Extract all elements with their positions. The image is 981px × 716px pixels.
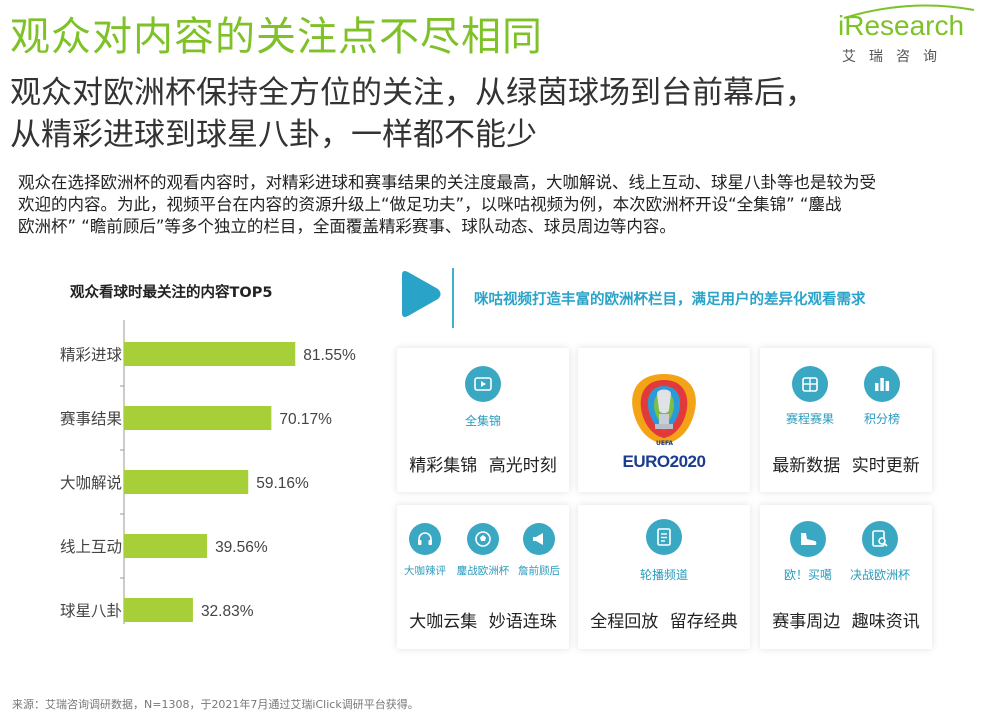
icon-label: 詹前顾后 (518, 565, 560, 577)
euro-trophy-icon (632, 374, 696, 444)
card-euro-logo: UEFA EURO2020 (578, 348, 750, 492)
play-icon (402, 271, 441, 317)
euro2020-wordmark: EURO2020 (622, 452, 706, 471)
icon-label: 鏖战欧洲杯 (456, 565, 510, 577)
schedule-icon (792, 366, 828, 402)
document-icon (646, 519, 682, 555)
card-replay: 轮播频道 全程回放 留存经典 (578, 505, 750, 649)
icon-label: 轮播频道 (639, 568, 689, 582)
bar (124, 598, 193, 622)
uefa-label: UEFA (656, 440, 674, 447)
value-label: 39.56% (215, 539, 268, 556)
category-label: 大咖解说 (60, 474, 122, 492)
value-label: 59.16% (256, 475, 309, 492)
description-line: 欢迎的内容。为此，视频平台在内容的资源升级上“做足功夫”，以咪咕视频为例，本次欧… (18, 195, 842, 214)
bar (124, 406, 272, 430)
category-label: 精彩进球 (60, 346, 123, 364)
subtitle: 观众对欧洲杯保持全方位的关注，从绿茵球场到台前幕后， 从精彩进球到球星八卦，一样… (10, 72, 816, 156)
icon-label: 欧！买噶 (783, 568, 833, 582)
icon-label: 全集锦 (464, 414, 502, 428)
bar (124, 342, 296, 366)
leaderboard-icon (864, 366, 900, 402)
search-document-icon (862, 521, 898, 557)
icon-label: 赛程赛果 (785, 412, 835, 426)
card-caption: 赛事周边 趣味资讯 (772, 612, 920, 632)
subtitle-line: 从精彩进球到球星八卦，一样都不能少 (10, 117, 537, 153)
megaphone-icon (523, 523, 555, 555)
card-highlights: 全集锦 精彩集锦 高光时刻 (397, 348, 569, 492)
description: 观众在选择欧洲杯的观看内容时，对精彩进球和赛事结果的关注度最高，大咖解说、线上互… (18, 172, 968, 238)
value-label: 32.83% (201, 603, 254, 620)
value-label: 81.55% (303, 347, 356, 364)
card-caption: 精彩集锦 高光时刻 (409, 456, 557, 476)
iresearch-logo: iResearch 艾瑞咨询 (838, 4, 978, 66)
card-data: 赛程赛果 积分榜 最新数据 实时更新 (760, 348, 932, 492)
bar-chart: 精彩进球 81.55% 赛事结果 70.17% 大咖解说 59.16% 线上互动 39.56%… (60, 320, 356, 624)
description-line: 欧洲杯” “瞻前顾后”等多个独立的栏目，全面覆盖精彩赛事、球队动态、球员周边等内… (18, 217, 676, 236)
value-label: 70.17% (279, 411, 332, 428)
icon-label: 积分榜 (863, 412, 901, 426)
description-line: 观众在选择欧洲杯的观看内容时，对精彩进球和赛事结果的关注度最高，大咖解说、线上互… (18, 173, 876, 192)
soccer-ball-icon (467, 523, 499, 555)
promo-divider (452, 268, 454, 328)
page-title: 观众对内容的关注点不尽相同 (10, 14, 543, 60)
card-periphery: 欧！买噶 决战欧洲杯 赛事周边 趣味资讯 (760, 505, 932, 649)
icon-label: 决战欧洲杯 (849, 568, 911, 582)
bar (124, 470, 249, 494)
video-icon (465, 366, 501, 402)
headset-icon (409, 523, 441, 555)
card-caption: 大咖云集 妙语连珠 (409, 612, 557, 632)
category-label: 赛事结果 (60, 409, 122, 428)
logo-arc-icon (843, 4, 975, 19)
chart-title: 观众看球时最关注的内容TOP5 (70, 285, 273, 301)
logo-chinese: 艾瑞咨询 (842, 49, 950, 65)
bar (124, 534, 208, 558)
icon-label: 大咖辣评 (404, 565, 446, 577)
source-footnote: 来源：艾瑞咨询调研数据，N=1308，于2021年7月通过艾瑞iClick调研平… (12, 698, 419, 711)
card-caption: 全程回放 留存经典 (590, 612, 738, 632)
promo-text: 咪咕视频打造丰富的欧洲杯栏目，满足用户的差异化观看需求 (474, 292, 866, 308)
subtitle-line: 观众对欧洲杯保持全方位的关注，从绿茵球场到台前幕后， (10, 75, 816, 111)
logo-wordmark: iResearch (838, 10, 965, 41)
card-commentary: 大咖辣评 鏖战欧洲杯 詹前顾后 大咖云集 妙语连珠 (397, 505, 569, 649)
category-label: 球星八卦 (60, 602, 122, 620)
card-caption: 最新数据 实时更新 (772, 456, 920, 476)
category-label: 线上互动 (60, 538, 122, 556)
boot-icon (790, 521, 826, 557)
